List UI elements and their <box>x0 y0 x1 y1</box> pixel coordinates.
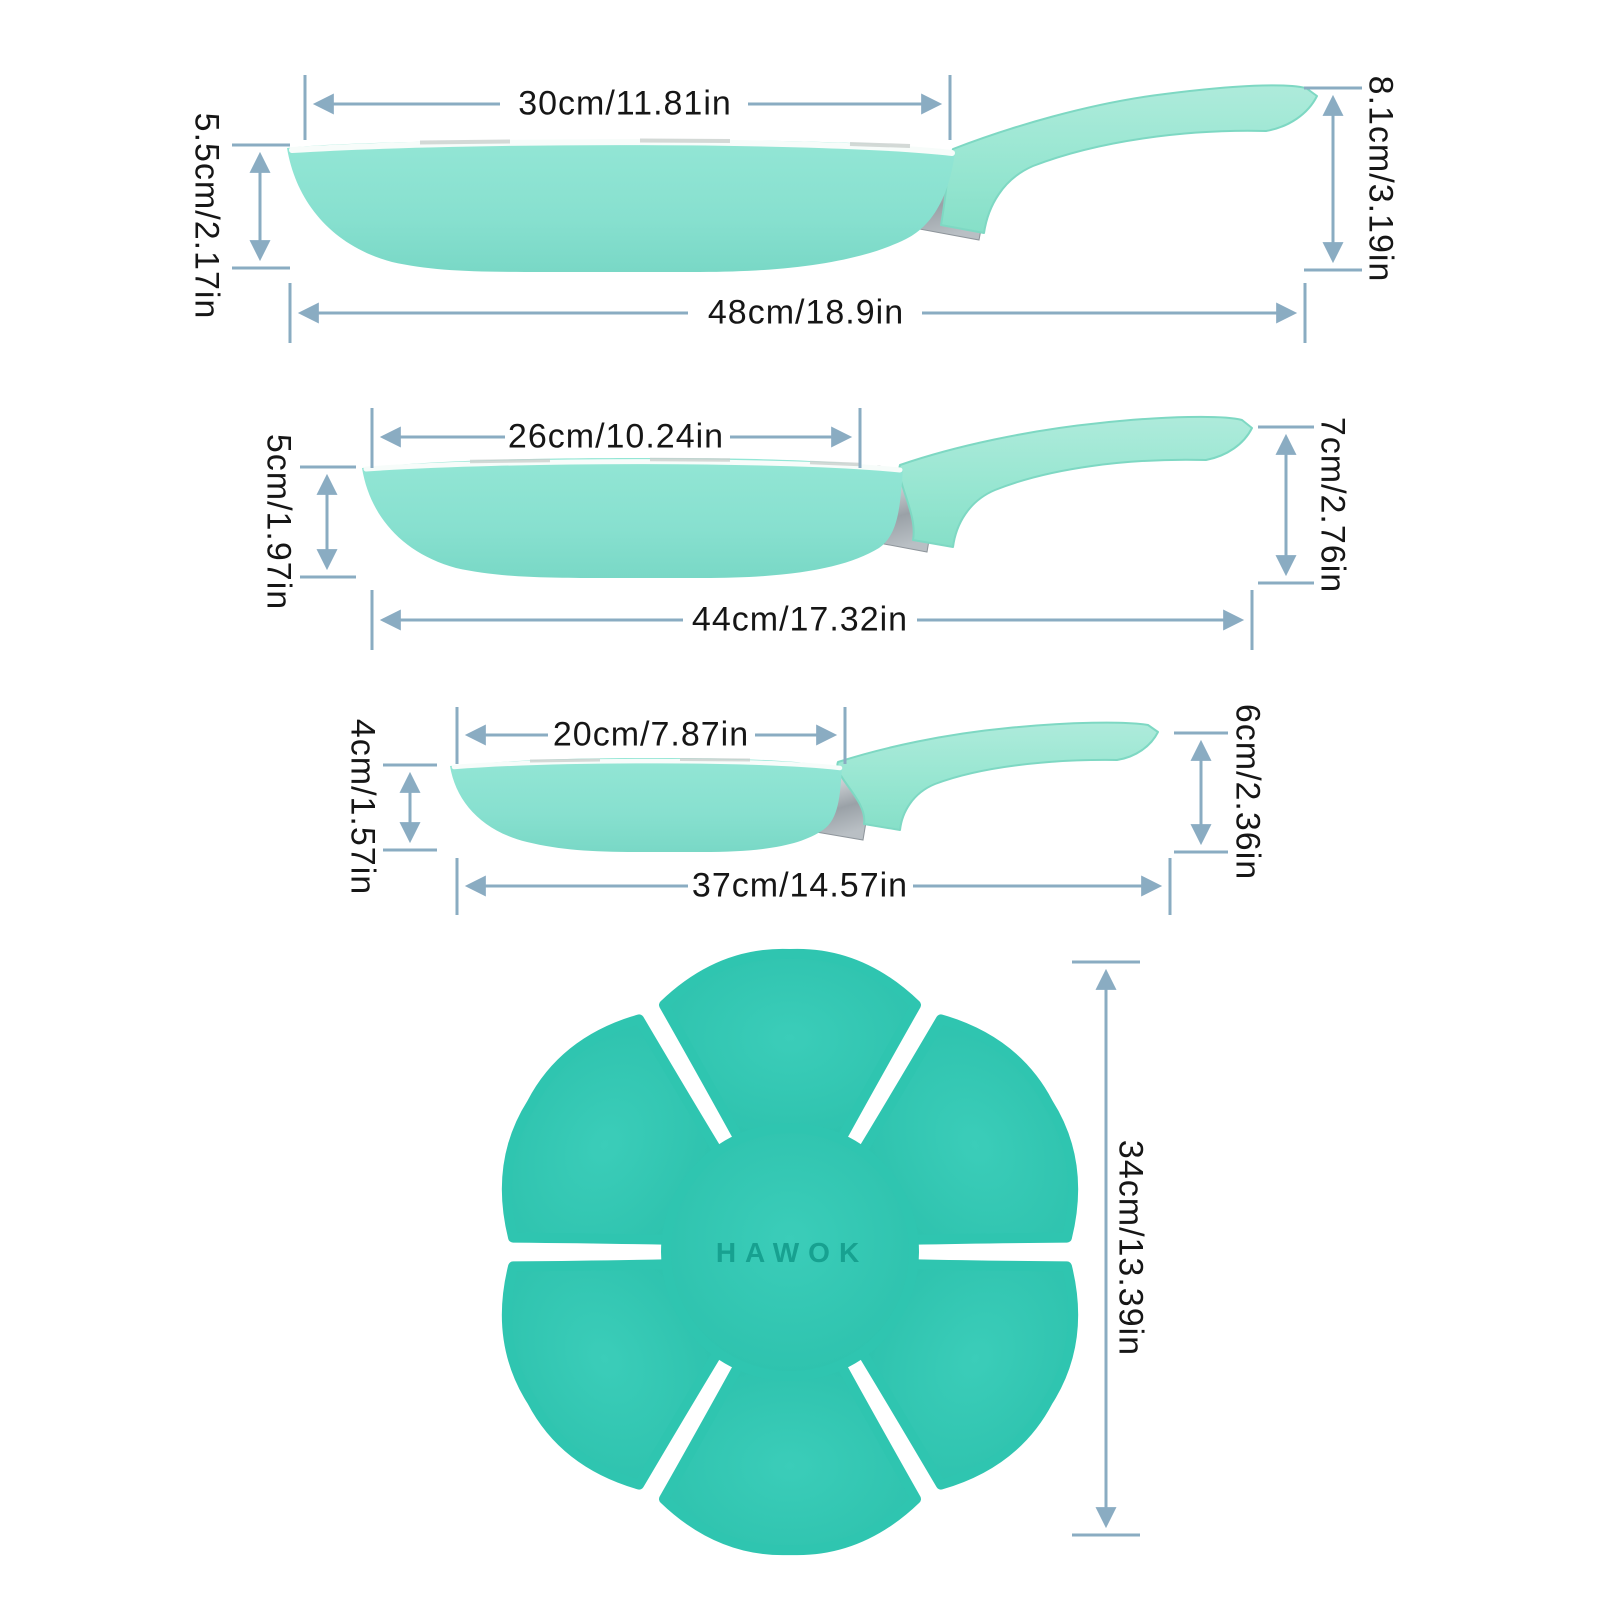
pan-medium-depth-dimension <box>300 465 356 579</box>
pan-medium-diameter-dimension <box>370 408 862 468</box>
pan-large-length-dimension <box>288 283 1307 343</box>
pan-medium-handle-height-label: 7cm/2.76in <box>1313 416 1352 594</box>
pan-medium-diameter-label: 26cm/10.24in <box>507 417 725 456</box>
pan-small-rim-highlight <box>451 758 843 771</box>
protector-petal <box>856 1014 1079 1245</box>
pan-large-body <box>287 140 955 272</box>
pan-large-diameter-label: 30cm/11.81in <box>518 84 732 123</box>
protector-petal <box>659 948 921 1146</box>
protector-petal <box>501 1014 724 1245</box>
pan-small-length-label: 37cm/14.57in <box>691 866 909 905</box>
pan-small-depth-dimension <box>383 763 437 852</box>
pan-large-length-label: 48cm/18.9in <box>707 293 905 332</box>
pan-large-handle-height-dimension <box>1304 86 1362 272</box>
protector-petal <box>659 1358 921 1556</box>
protector-brand-label: HAWOK <box>715 1237 869 1268</box>
pan-large-handle-height-label: 8.1cm/3.19in <box>1361 75 1400 283</box>
pan-medium-rim-detail <box>469 457 861 467</box>
pan-medium-handle-height-dimension <box>1258 425 1314 585</box>
pan-medium-length-dimension <box>370 590 1254 650</box>
pan-small-rim-detail <box>529 758 751 763</box>
pan-large-depth-dimension <box>232 143 290 270</box>
pan-medium-handle <box>898 415 1253 548</box>
protector-petal <box>501 1259 724 1490</box>
dimension-annotations <box>232 75 1362 1537</box>
pan-protector-illustration <box>501 948 1079 1556</box>
pan-medium-rim-highlight <box>363 459 903 473</box>
pan-large-illustration <box>287 84 1318 272</box>
pan-medium-length-label: 44cm/17.32in <box>691 600 909 639</box>
pan-large-rim-detail <box>419 138 911 148</box>
pan-small-illustration <box>450 721 1159 852</box>
protector-petal <box>856 1259 1079 1490</box>
pan-small-body <box>450 758 842 852</box>
pan-small-handle-height-dimension <box>1174 731 1228 854</box>
pan-medium-body <box>362 458 903 578</box>
protector-diameter-label: 34cm/13.39in <box>1111 1139 1150 1357</box>
pan-small-handle <box>836 721 1159 831</box>
protector-diameter-dimension <box>1072 960 1140 1537</box>
pan-large-diameter-dimension <box>303 75 952 140</box>
pan-small-length-dimension <box>455 858 1172 915</box>
pan-small-handle-height-label: 6cm/2.36in <box>1228 703 1267 881</box>
pan-large-handle <box>940 84 1318 234</box>
pan-medium-depth-label: 5cm/1.97in <box>259 433 298 611</box>
pan-small-diameter-label: 20cm/7.87in <box>552 715 750 754</box>
protector-center <box>661 1123 919 1381</box>
pan-medium-illustration <box>362 415 1253 578</box>
pan-small-depth-label: 4cm/1.57in <box>343 718 382 896</box>
pan-large-depth-label: 5.5cm/2.17in <box>187 112 226 320</box>
pan-small-diameter-dimension <box>455 707 847 764</box>
